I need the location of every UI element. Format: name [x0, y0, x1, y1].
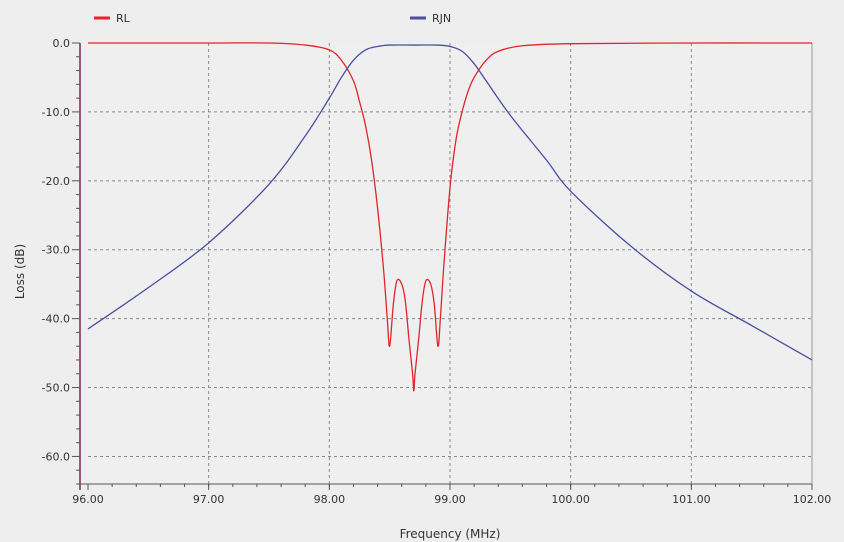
legend: RL RJN: [94, 12, 451, 25]
series-lines: [87, 42, 813, 392]
axes: 0.0 -10.0 -20.0 -30.0 -40.0 -50.0 -60.0 96.00 97…: [42, 37, 832, 506]
x-tick-label: 97.00: [193, 493, 225, 506]
x-tick-label: 101.00: [672, 493, 711, 506]
y-tick-label: -60.0: [42, 450, 70, 463]
x-tick-label: 98.00: [314, 493, 346, 506]
x-tick-label: 100.00: [551, 493, 590, 506]
series-line-rjn: [87, 44, 813, 361]
legend-label-rl: RL: [116, 12, 131, 25]
y-tick-label: -50.0: [42, 382, 70, 395]
y-tick-label: -20.0: [42, 175, 70, 188]
grid: [88, 43, 812, 484]
y-tick-label: -30.0: [42, 244, 70, 257]
x-axis-title: Frequency (MHz): [400, 527, 501, 541]
y-tick-label: -40.0: [42, 313, 70, 326]
series-line-rl: [87, 42, 813, 392]
y-tick-label: -10.0: [42, 106, 70, 119]
y-axis-title: Loss (dB): [13, 244, 27, 299]
legend-label-rjn: RJN: [432, 12, 451, 25]
y-tick-label: 0.0: [53, 37, 71, 50]
x-tick-label: 99.00: [434, 493, 466, 506]
x-tick-label: 102.00: [793, 493, 832, 506]
x-tick-label: 96.00: [72, 493, 104, 506]
